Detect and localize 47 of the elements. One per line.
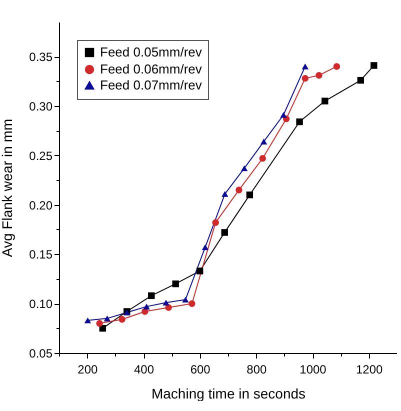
point xyxy=(260,138,268,144)
y-tick-label: 0.05 xyxy=(29,346,53,360)
y-tick-label: 0.10 xyxy=(29,297,53,312)
point xyxy=(246,192,254,198)
point xyxy=(333,63,340,70)
point xyxy=(188,300,196,307)
x-tick-label: 1200 xyxy=(356,362,384,376)
y-tick-label: 0.35 xyxy=(29,50,53,64)
x-tick-label: 1000 xyxy=(300,362,327,376)
x-tick-label: 400 xyxy=(134,362,154,376)
point xyxy=(148,292,155,300)
legend-label: Feed 0.06mm/rev xyxy=(100,62,202,76)
point xyxy=(182,296,189,303)
y-tick-label: 0.20 xyxy=(29,198,53,212)
y-tick-label: 0.30 xyxy=(29,99,53,114)
point xyxy=(302,74,309,82)
point xyxy=(96,320,103,327)
point xyxy=(222,191,228,197)
point xyxy=(302,64,309,70)
point xyxy=(162,300,170,306)
x-tick-label: 800 xyxy=(246,362,267,376)
point xyxy=(104,316,111,322)
point xyxy=(240,165,248,172)
y-tick-label: 0.25 xyxy=(29,148,53,163)
y-tick-label: 0.15 xyxy=(29,248,53,262)
x-tick-label: 200 xyxy=(78,362,98,376)
point xyxy=(196,268,204,274)
point xyxy=(221,229,228,236)
point xyxy=(316,72,322,79)
point xyxy=(280,112,287,118)
point xyxy=(357,76,364,84)
point xyxy=(236,186,242,194)
point xyxy=(118,316,126,323)
point xyxy=(259,155,266,162)
legend-label: Feed 0.07mm/rev xyxy=(100,78,202,92)
point xyxy=(84,317,92,324)
point xyxy=(370,62,378,69)
point xyxy=(296,118,303,126)
point xyxy=(212,219,219,226)
point xyxy=(172,280,179,288)
point xyxy=(143,304,150,310)
y-axis-title: Avg Flank wear in mm xyxy=(0,118,16,258)
point xyxy=(202,244,209,250)
x-tick-label: 600 xyxy=(190,362,211,376)
point xyxy=(322,98,328,104)
point xyxy=(165,304,172,311)
legend-label: Feed 0.05mm/rev xyxy=(100,44,202,60)
